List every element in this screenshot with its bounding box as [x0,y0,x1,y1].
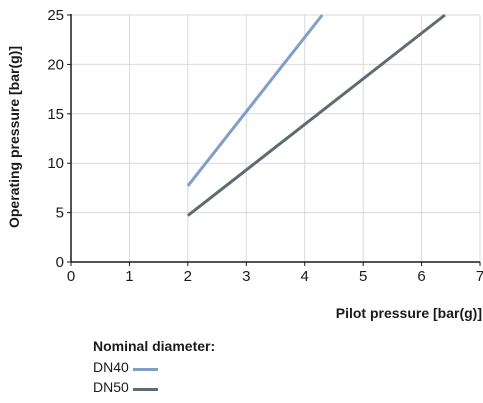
series-line-dn40 [186,14,324,187]
y-tick-label: 10 [47,155,64,172]
y-tick-label: 5 [56,205,64,222]
y-tick-label: 15 [47,106,64,123]
legend-item-dn40: DN40 [93,357,215,377]
x-tick-label: 2 [184,268,192,285]
x-axis-title: Pilot pressure [bar(g)] [336,305,482,321]
y-axis-title: Operating pressure [bar(g)] [6,46,22,228]
x-tick-label: 6 [417,268,425,285]
x-tick-label: 1 [125,268,133,285]
legend: Nominal diameter: DN40 DN50 [93,338,215,397]
series-layer [186,13,446,217]
y-tick-label: 0 [56,254,64,271]
x-tick-label: 7 [476,268,483,285]
legend-label: DN40 [93,359,129,375]
x-tick-label: 4 [301,268,309,285]
y-tick-label: 20 [47,56,64,73]
x-tick-label: 3 [242,268,250,285]
legend-items: DN40 DN50 [93,357,215,397]
legend-label: DN50 [93,379,129,395]
y-tick-label: 25 [47,7,64,24]
legend-swatch [132,367,158,371]
tick-labels: 0 1 2 3 4 5 6 7 0 5 10 15 20 25 [47,7,483,285]
legend-title: Nominal diameter: [93,338,216,354]
grid [71,14,481,262]
x-tick-label: 5 [359,268,367,285]
legend-swatch [132,387,158,391]
axes [67,14,481,266]
x-tick-label: 0 [67,268,75,285]
series-line-dn50 [186,13,446,217]
legend-item-dn50: DN50 [93,377,215,397]
